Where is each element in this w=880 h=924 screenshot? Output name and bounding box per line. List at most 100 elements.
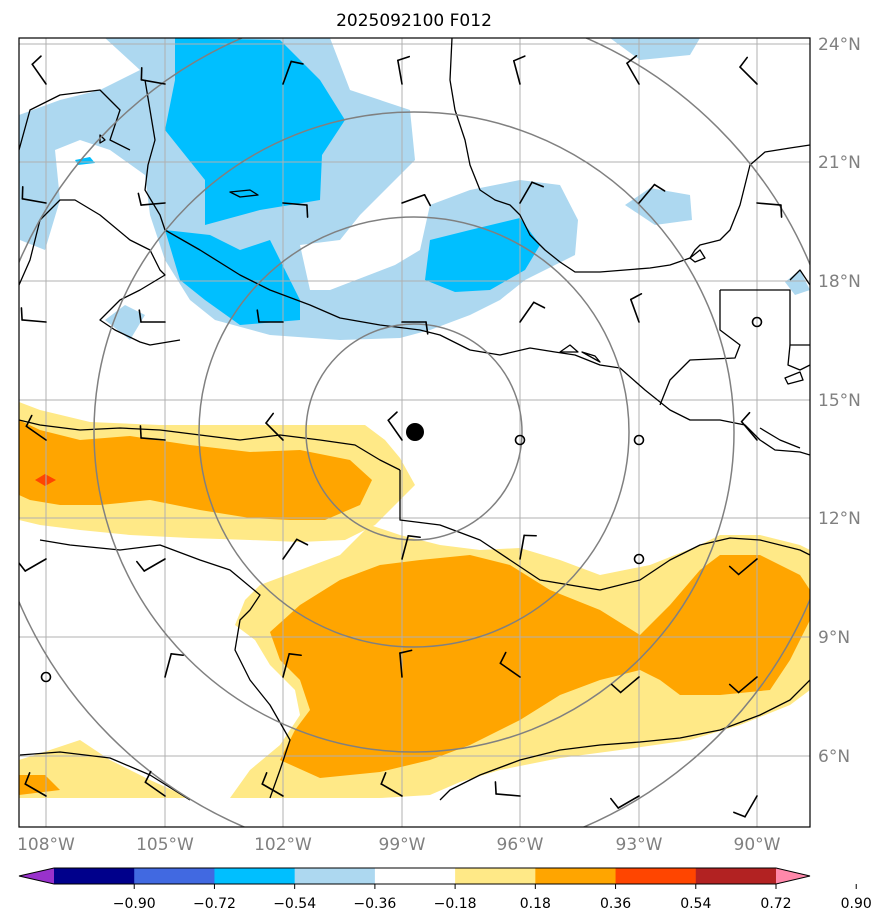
wind-barb-staff <box>495 793 521 797</box>
wind-barb-staff <box>24 558 47 572</box>
wind-barb-staff <box>619 676 640 694</box>
wind-barb-flag <box>610 683 622 694</box>
wind-barb-flag <box>24 772 31 785</box>
wind-barb-flag <box>380 772 387 785</box>
wind-barb-staff <box>24 783 47 797</box>
lon-label: 105°W <box>136 835 194 855</box>
wind-barb-flag <box>290 60 304 65</box>
wind-barb-staff <box>282 202 308 206</box>
wind-barb-staff <box>140 202 166 206</box>
wind-barb-staff <box>638 183 656 204</box>
wind-barb-staff <box>282 538 298 560</box>
wind-barb-staff <box>164 653 173 678</box>
colorbar-segment <box>374 868 456 884</box>
colorbar-tick-label: 0.54 <box>680 896 711 912</box>
wind-barb-flag <box>626 54 638 65</box>
wind-barb-staff <box>397 59 403 85</box>
wind-barb-staff <box>261 783 284 797</box>
map-frame <box>18 37 811 828</box>
wind-barb-staff <box>740 420 758 441</box>
wind-barb-staff <box>756 202 782 206</box>
wind-barb-staff <box>512 60 521 85</box>
wind-barb-staff <box>744 795 758 818</box>
latitude-labels: 24°N 21°N 18°N 15°N 12°N 9°N 6°N <box>818 35 861 767</box>
wind-barb-flag <box>728 683 740 694</box>
wind-barb-flag <box>499 651 507 665</box>
wind-barb-staff <box>380 783 403 797</box>
lon-label: 90°W <box>734 835 781 855</box>
wind-barbs <box>19 54 783 818</box>
graticule <box>19 38 810 827</box>
wind-barb-flag <box>494 781 497 795</box>
wind-barb-flag <box>20 307 23 321</box>
wind-barb-staff <box>387 419 403 441</box>
colorbar-tick-label: −0.18 <box>434 896 477 912</box>
colorbar-segment <box>134 868 215 884</box>
wind-barb-flag <box>739 56 749 68</box>
colorbar-tick-label: −0.54 <box>273 896 316 912</box>
colorbar-segment <box>214 868 296 884</box>
storm-center-marker <box>406 423 424 441</box>
lat-label: 21°N <box>818 153 861 173</box>
colorbar-tick-label: −0.36 <box>353 896 396 912</box>
wind-barb-flag <box>139 425 142 439</box>
wind-barb-staff <box>399 652 403 678</box>
wind-barb-staff <box>519 301 535 323</box>
wind-barb-flag <box>407 535 421 539</box>
wind-barb-staff <box>626 62 640 85</box>
wind-barb-staff <box>140 437 166 441</box>
colorbar-tick-label: −0.90 <box>113 896 156 912</box>
wind-barb-flag <box>397 55 411 62</box>
lon-label: 108°W <box>17 835 75 855</box>
wind-barb-flag <box>265 412 275 424</box>
colorbar-tick-label: 0.72 <box>760 896 791 912</box>
wind-barb-staff <box>499 662 521 678</box>
lat-label: 9°N <box>818 628 850 648</box>
wind-barb-flag <box>31 55 42 66</box>
colorbar-tick-label: −0.72 <box>193 896 236 912</box>
wind-barb-flag <box>512 55 526 62</box>
wind-barb-flag <box>423 193 432 207</box>
wind-barb-flag <box>653 183 666 192</box>
wind-barb-flag <box>609 797 620 809</box>
wind-barb-flag <box>728 565 740 576</box>
colorbar: −0.90 −0.72 −0.54 −0.36 −0.18 0.18 0.36 0.54 0.7… <box>18 867 872 912</box>
lat-label: 15°N <box>818 391 861 411</box>
negative-field-dark <box>75 38 540 325</box>
wind-barb-staff <box>21 319 47 323</box>
wind-barb-staff <box>629 298 640 323</box>
wind-barb-flag <box>306 204 309 218</box>
calm-wind-markers <box>40 316 763 683</box>
positive-field-medium <box>19 420 810 795</box>
wind-barb-flag <box>531 181 544 188</box>
wind-barb-staff <box>401 193 426 204</box>
colorbar-extend-low <box>19 868 54 884</box>
wind-barb-flag <box>629 292 643 301</box>
wind-barb-flag <box>135 560 146 572</box>
wind-barb-staff <box>282 653 291 678</box>
lat-label: 6°N <box>818 747 850 767</box>
wind-barb-staff <box>143 558 166 572</box>
wind-barb-flag <box>425 321 429 335</box>
longitude-labels: 108°W 105°W 102°W 99°W 96°W 93°W 90°W <box>17 835 781 855</box>
lon-label: 99°W <box>379 835 426 855</box>
map-title: 2025092100 F012 <box>336 11 492 31</box>
wind-barb-flag <box>261 772 268 785</box>
range-rings <box>19 38 810 827</box>
wind-barb-staff <box>21 198 47 204</box>
colorbar-extend-high <box>776 868 810 884</box>
wind-barb-staff <box>25 425 47 441</box>
lon-label: 102°W <box>254 835 312 855</box>
wind-barb-staff <box>519 534 525 560</box>
wind-barb-flag <box>740 411 751 423</box>
wind-barb-flag <box>170 653 184 657</box>
wind-barb-flag <box>256 309 260 323</box>
wind-barb-flag <box>288 653 302 657</box>
wind-barb-staff <box>282 60 293 85</box>
lat-label: 18°N <box>818 272 861 292</box>
lat-label: 24°N <box>818 35 861 55</box>
lat-label: 12°N <box>818 509 861 529</box>
colorbar-segment <box>294 868 376 884</box>
colorbar-tick-label: 0.36 <box>600 896 631 912</box>
